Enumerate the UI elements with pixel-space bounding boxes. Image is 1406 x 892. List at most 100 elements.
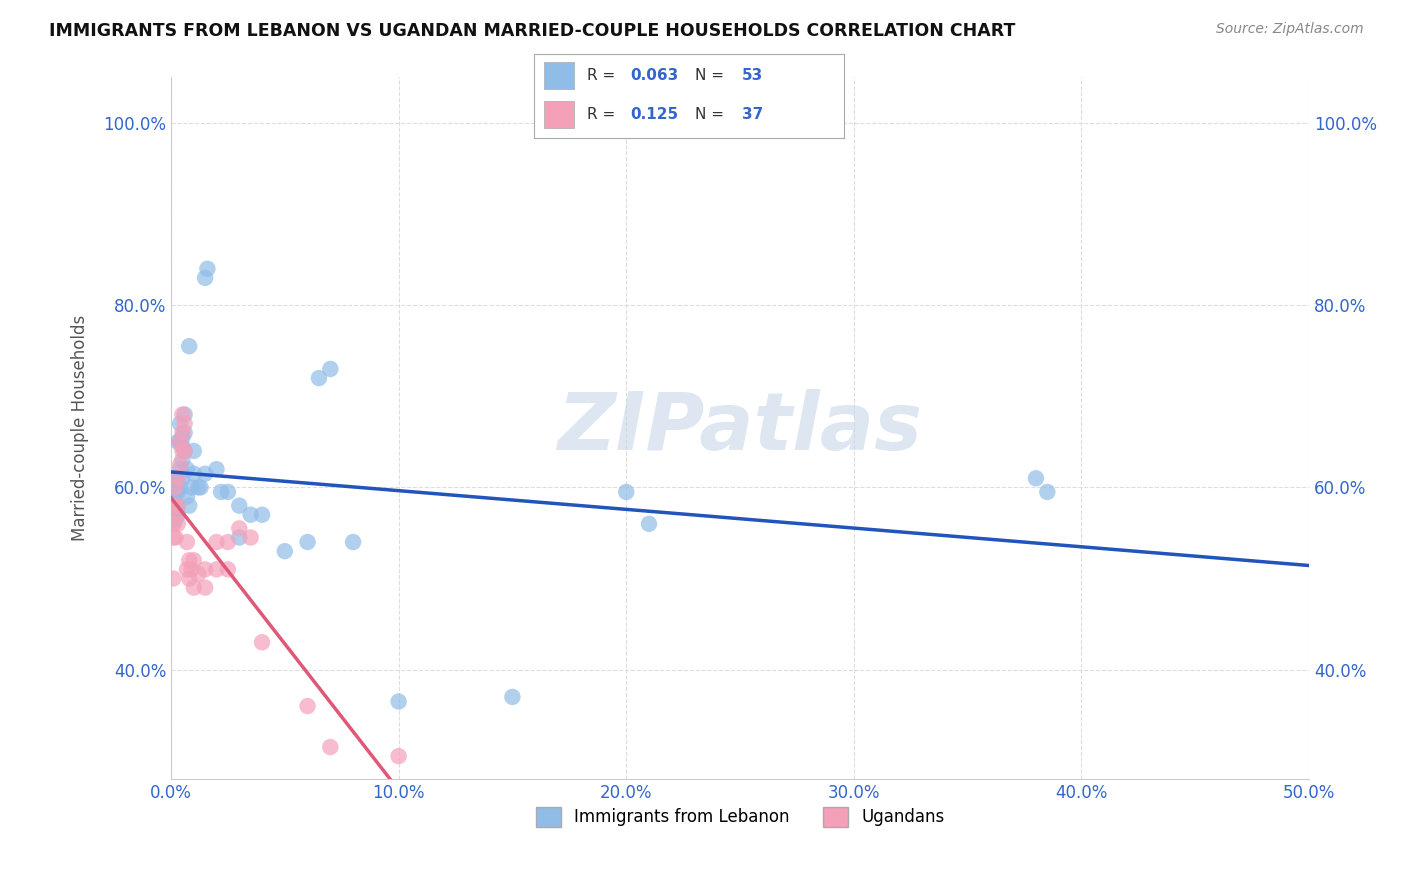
- Text: N =: N =: [695, 68, 728, 83]
- Bar: [544, 62, 575, 89]
- Point: [166, 516, 188, 531]
- Point: [250, 508, 273, 522]
- Point: [217, 485, 239, 500]
- Point: [172, 471, 194, 485]
- Text: 0.063: 0.063: [630, 68, 679, 83]
- Point: [166, 508, 188, 522]
- Point: [388, 694, 411, 708]
- Point: [162, 516, 184, 531]
- Point: [614, 485, 637, 500]
- Point: [165, 512, 187, 526]
- Point: [166, 471, 188, 485]
- Point: [162, 499, 184, 513]
- Point: [173, 444, 195, 458]
- Point: [176, 535, 198, 549]
- Text: Source: ZipAtlas.com: Source: ZipAtlas.com: [1216, 22, 1364, 37]
- Point: [217, 535, 239, 549]
- Point: [166, 434, 188, 449]
- Point: [239, 508, 262, 522]
- Text: N =: N =: [695, 107, 728, 122]
- Text: R =: R =: [586, 68, 620, 83]
- Point: [173, 425, 195, 440]
- Text: 53: 53: [741, 68, 763, 83]
- Point: [176, 490, 198, 504]
- Point: [194, 562, 217, 576]
- Point: [319, 362, 342, 376]
- Point: [205, 562, 228, 576]
- Point: [183, 553, 205, 567]
- Point: [169, 417, 191, 431]
- Point: [194, 467, 217, 481]
- Point: [297, 699, 319, 714]
- Point: [187, 480, 209, 494]
- Text: IMMIGRANTS FROM LEBANON VS UGANDAN MARRIED-COUPLE HOUSEHOLDS CORRELATION CHART: IMMIGRANTS FROM LEBANON VS UGANDAN MARRI…: [49, 22, 1015, 40]
- Point: [250, 635, 273, 649]
- Point: [166, 471, 188, 485]
- Point: [1036, 485, 1059, 500]
- Point: [190, 480, 212, 494]
- Point: [173, 417, 195, 431]
- Point: [194, 581, 217, 595]
- Point: [169, 458, 191, 472]
- Point: [183, 444, 205, 458]
- Point: [209, 485, 232, 500]
- Point: [187, 566, 209, 581]
- Point: [194, 271, 217, 285]
- Point: [162, 531, 184, 545]
- Point: [162, 572, 184, 586]
- Point: [165, 531, 187, 545]
- Point: [176, 562, 198, 576]
- Point: [166, 485, 188, 500]
- Text: 0.125: 0.125: [630, 107, 678, 122]
- Point: [180, 480, 202, 494]
- Bar: [544, 101, 575, 128]
- Point: [172, 453, 194, 467]
- Point: [1025, 471, 1047, 485]
- Point: [319, 739, 342, 754]
- Point: [228, 521, 250, 535]
- Point: [173, 408, 195, 422]
- Y-axis label: Married-couple Households: Married-couple Households: [72, 315, 89, 541]
- Point: [308, 371, 330, 385]
- Point: [342, 535, 364, 549]
- Point: [169, 462, 191, 476]
- Point: [162, 499, 184, 513]
- Point: [169, 434, 191, 449]
- Point: [183, 581, 205, 595]
- Point: [180, 562, 202, 576]
- Point: [197, 261, 219, 276]
- Point: [165, 480, 187, 494]
- Point: [172, 430, 194, 444]
- Point: [183, 467, 205, 481]
- Point: [166, 499, 188, 513]
- Point: [165, 485, 187, 500]
- Point: [162, 516, 184, 531]
- Point: [501, 690, 523, 704]
- Point: [205, 535, 228, 549]
- Text: ZIPatlas: ZIPatlas: [558, 389, 922, 467]
- Point: [297, 535, 319, 549]
- Point: [179, 572, 201, 586]
- Point: [228, 499, 250, 513]
- Point: [165, 471, 187, 485]
- Point: [239, 531, 262, 545]
- Point: [179, 339, 201, 353]
- Point: [172, 425, 194, 440]
- Point: [176, 462, 198, 476]
- Point: [179, 553, 201, 567]
- Text: R =: R =: [586, 107, 620, 122]
- Point: [173, 444, 195, 458]
- Point: [165, 508, 187, 522]
- Point: [228, 531, 250, 545]
- Point: [169, 434, 191, 449]
- Point: [217, 562, 239, 576]
- Point: [172, 444, 194, 458]
- Point: [165, 503, 187, 517]
- Point: [179, 499, 201, 513]
- Point: [172, 408, 194, 422]
- Point: [388, 749, 411, 764]
- Point: [205, 462, 228, 476]
- Point: [166, 499, 188, 513]
- Point: [172, 439, 194, 453]
- Text: 37: 37: [741, 107, 763, 122]
